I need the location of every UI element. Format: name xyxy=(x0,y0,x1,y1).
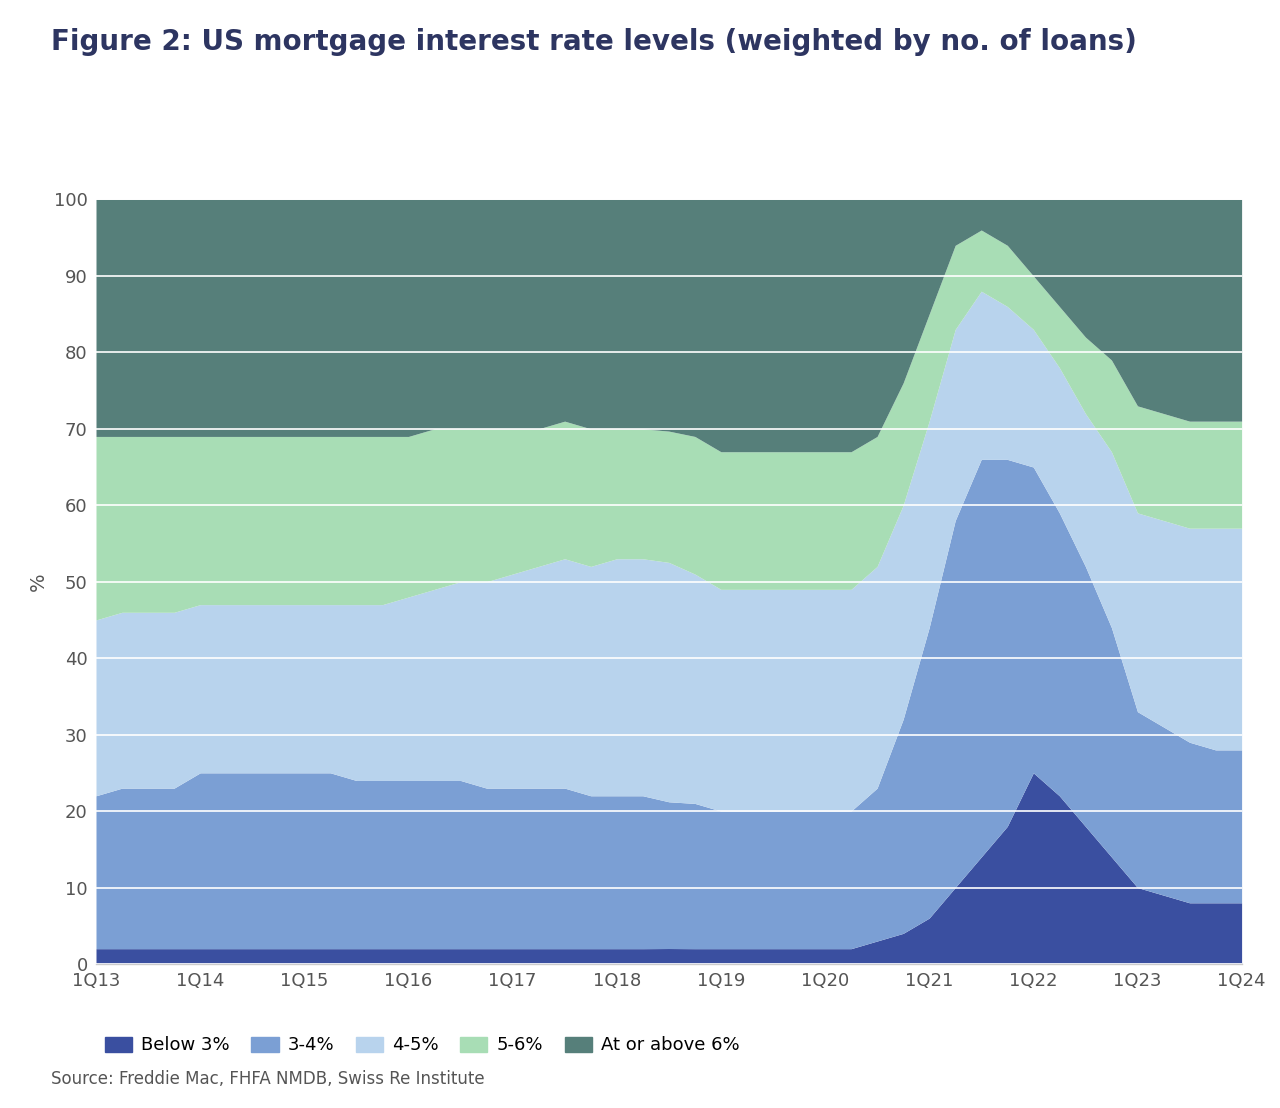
Text: Figure 2: US mortgage interest rate levels (weighted by no. of loans): Figure 2: US mortgage interest rate leve… xyxy=(51,28,1137,55)
Y-axis label: %: % xyxy=(29,573,49,591)
Text: Source: Freddie Mac, FHFA NMDB, Swiss Re Institute: Source: Freddie Mac, FHFA NMDB, Swiss Re… xyxy=(51,1070,485,1088)
Legend: Below 3%, 3-4%, 4-5%, 5-6%, At or above 6%: Below 3%, 3-4%, 4-5%, 5-6%, At or above … xyxy=(105,1036,740,1055)
